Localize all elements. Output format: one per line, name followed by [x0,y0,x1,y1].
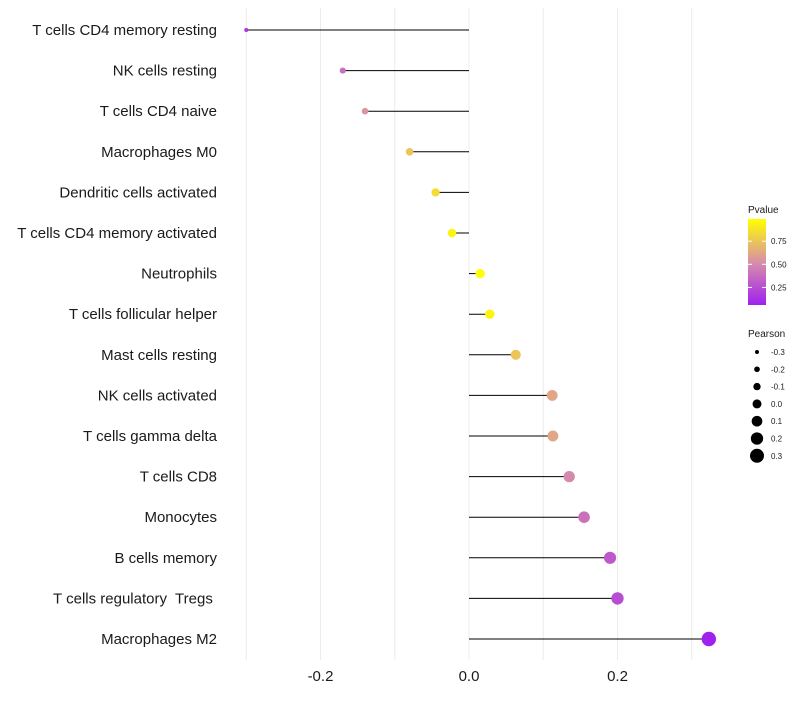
pearson-size-key [750,432,764,445]
category-label: T cells CD4 memory activated [17,225,217,242]
pearson-size-key [751,415,763,427]
lollipop-point [431,188,440,197]
pearson-size-label: 0.0 [771,400,783,409]
pearson-size-label: 0.3 [771,452,783,461]
pearson-size-label: -0.2 [771,365,785,374]
category-label: T cells regulatory Tregs [53,590,217,607]
category-label: B cells memory [114,550,217,567]
pearson-legend-title: Pearson [748,329,785,340]
category-label: Dendritic cells activated [59,184,217,201]
stems [246,29,709,640]
category-label: Neutrophils [141,266,217,283]
lollipop-point [244,28,249,32]
pvalue-legend-title: Pvalue [748,205,779,216]
lollipop-point [485,309,495,319]
lollipop-point [603,551,617,564]
lollipop-point [563,470,575,483]
pearson-size-key [753,382,761,391]
x-tick-labels: -0.2 0.0 0.2 [308,668,628,685]
category-label: NK cells activated [98,387,217,404]
pearson-size-label: 0.2 [771,435,783,444]
pearson-size-label: -0.3 [771,348,785,357]
pearson-legend: Pearson -0.3 -0.2 -0.1 0.0 0.1 0.2 0.3 [748,329,785,463]
lollipop-point [701,631,717,647]
category-label: T cells CD8 [140,469,217,486]
pearson-size-label: 0.1 [771,417,783,426]
pearson-size-key [754,366,760,373]
pearson-size-key [755,350,759,354]
gridlines [245,8,693,660]
category-label: Macrophages M0 [101,144,217,161]
pvalue-tick-label: 0.50 [771,260,787,269]
pvalue-tick-label: 0.75 [771,237,787,246]
category-label: T cells CD4 naive [100,103,217,120]
pearson-size-label: -0.1 [771,383,785,392]
pearson-size-key [750,448,764,463]
lollipop-point [405,147,414,156]
lollipop-point [611,592,624,605]
lollipop-point [546,389,558,401]
category-label: Mast cells resting [101,347,217,364]
category-label: T cells gamma delta [83,428,218,445]
pvalue-colorbar [748,219,766,305]
category-label: Macrophages M2 [101,631,217,648]
lollipop-point [578,511,590,523]
x-tick-label: -0.2 [308,668,334,685]
x-tick-label: 0.0 [459,668,480,685]
pvalue-legend: Pvalue 0.25 0.50 0.75 [748,205,787,305]
category-label: T cells follicular helper [69,306,217,323]
lollipop-point [475,268,485,279]
pvalue-tick-label: 0.25 [771,283,787,292]
category-label: T cells CD4 memory resting [32,22,217,39]
category-label: NK cells resting [113,63,217,80]
pearson-size-key [752,399,762,409]
lollipop-point [361,107,369,115]
x-tick-label: 0.2 [607,668,628,685]
lollipop-point [339,67,346,74]
lollipop-point [547,430,559,442]
lollipop-point [447,228,457,238]
points [244,28,717,647]
category-label: Monocytes [144,509,217,526]
lollipop-point [510,349,521,360]
category-labels: T cells CD4 memory resting NK cells resti… [17,22,217,648]
